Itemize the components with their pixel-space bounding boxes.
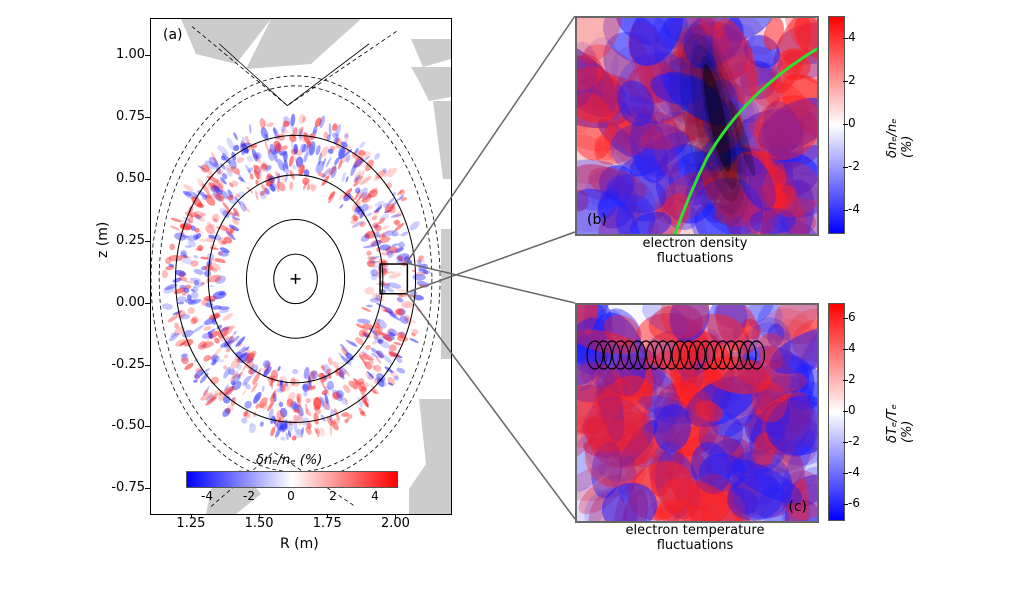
panel-a-cbar-label: δnₑ/nₑ (%) [256,453,322,468]
cbar-b-tick: 2 [848,73,856,87]
y-tick-label: 0.50 [116,171,145,186]
panel-c-cbar-label: δTₑ/Tₑ (%) [885,404,915,443]
panel-a-plot-area: (a) δnₑ/nₑ (%) -4 -2 0 2 4 [150,18,452,515]
panel-c-label: (c) [788,499,807,515]
y-tick-label: 0.75 [116,109,145,124]
panel-a-cbar-tick: -2 [241,489,257,503]
panel-a-cbar-tick: 0 [283,489,299,503]
cbar-c-tickmark [843,349,848,350]
x-axis-label: R (m) [280,536,319,552]
panel-b-title-line1: electron density [643,236,748,251]
y-tick-label: 0.00 [116,295,145,310]
panel-a-svg [151,19,451,514]
cbar-c-tickmark [843,318,848,319]
cbar-b-tick: -4 [848,202,860,216]
panel-c-colorbar [828,303,845,521]
x-tick-label: 1.50 [244,516,274,531]
panel-a-cbar-tick: 4 [367,489,383,503]
panel-c-title-line1: electron temperature [626,523,765,538]
cbar-c-tickmark [843,473,848,474]
cbar-c-tick: 2 [848,372,856,386]
panel-b-cbar-label: δnₑ/nₑ (%) [885,118,915,158]
cbar-c-tick: -4 [848,465,860,479]
panel-b-colorbar [828,16,845,234]
cbar-c-tick: 0 [848,403,856,417]
panel-b-title: electron density fluctuations [575,236,815,266]
x-tick-label: 2.00 [380,516,410,531]
y-tick-label: -0.25 [111,357,145,372]
panel-a-cbar-tick: 2 [325,489,341,503]
y-tick-label: -0.75 [111,480,145,495]
y-axis-label: z (m) [95,222,111,258]
cbar-c-tick: 6 [848,310,856,324]
figure-container: -0.75 -0.50 -0.25 0.00 0.25 0.50 0.75 1.00 1.25… [100,8,920,588]
panel-c-svg [577,305,817,521]
panel-c: (c) [575,303,819,523]
panel-a-label: (a) [163,27,183,43]
cbar-c-tickmark [843,504,848,505]
panel-a: -0.75-0.50-0.250.000.250.500.751.00 1.25… [150,18,450,548]
panel-b-svg [577,18,817,234]
cbar-c-tick: -2 [848,434,860,448]
y-tick-label: -0.50 [111,418,145,433]
x-tick-label: 1.25 [176,516,206,531]
cbar-b-tickmark [843,167,848,168]
y-tick-label: 1.00 [116,47,145,62]
cbar-b-tick: 0 [848,116,856,130]
cbar-b-tickmark [843,81,848,82]
cbar-b-tickmark [843,124,848,125]
panel-b-title-line2: fluctuations [657,251,734,266]
cbar-b-tick: -2 [848,159,860,173]
cbar-c-tick: -6 [848,496,860,510]
panel-b-label: (b) [587,212,607,228]
panel-c-title-line2: fluctuations [657,538,734,553]
cbar-c-tick: 4 [848,341,856,355]
panel-a-colorbar [186,471,398,488]
panel-a-cbar-tick: -4 [199,489,215,503]
cbar-c-tickmark [843,411,848,412]
y-tick-label: 0.25 [116,233,145,248]
cbar-b-tickmark [843,38,848,39]
cbar-c-tickmark [843,380,848,381]
panel-c-title: electron temperature fluctuations [575,523,815,553]
cbar-c-tickmark [843,442,848,443]
x-tick-label: 1.75 [312,516,342,531]
panel-b: (b) [575,16,819,236]
cbar-b-tick: 4 [848,30,856,44]
cbar-b-tickmark [843,210,848,211]
